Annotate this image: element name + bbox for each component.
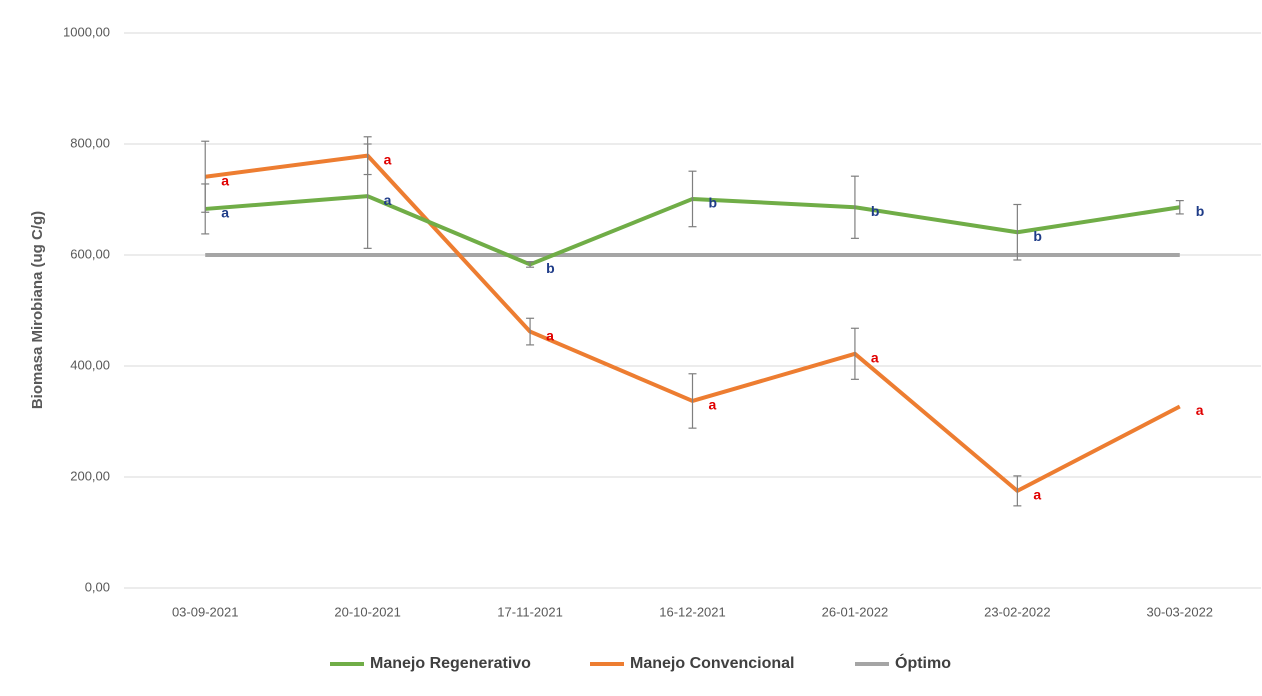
error-bar <box>526 317 535 346</box>
x-tick-label: 03-09-2021 <box>172 604 239 619</box>
error-bar <box>1175 200 1184 215</box>
error-bar <box>363 136 372 176</box>
y-tick-label: 400,00 <box>70 357 110 372</box>
significance-letter: a <box>1033 487 1041 503</box>
significance-letter: b <box>871 203 880 219</box>
error-bar <box>850 327 859 380</box>
y-tick-label: 200,00 <box>70 468 110 483</box>
error-bar <box>1013 475 1022 507</box>
x-tick-label: 20-10-2021 <box>334 604 401 619</box>
error-bar <box>201 140 210 213</box>
significance-letter: a <box>709 397 717 413</box>
significance-letter: b <box>709 195 718 211</box>
y-tick-label: 800,00 <box>70 135 110 150</box>
significance-letter: b <box>546 260 555 276</box>
significance-letter: a <box>221 172 229 188</box>
significance-letter: b <box>1196 203 1205 219</box>
x-tick-label: 17-11-2021 <box>497 604 563 619</box>
y-tick-label: 0,00 <box>85 579 110 594</box>
x-tick-label: 16-12-2021 <box>659 604 726 619</box>
legend-label: Manejo Regenerativo <box>370 655 531 672</box>
x-tick-label: 30-03-2022 <box>1147 604 1214 619</box>
significance-letter: a <box>221 205 229 221</box>
error-bar <box>526 261 535 268</box>
error-bar <box>688 170 697 228</box>
x-tick-label: 26-01-2022 <box>822 604 889 619</box>
significance-letter: a <box>1196 402 1204 418</box>
error-bar <box>850 175 859 239</box>
y-tick-label: 1000,00 <box>63 24 110 39</box>
legend-label: Óptimo <box>895 653 951 672</box>
significance-letter: a <box>871 349 879 365</box>
error-bar <box>1013 203 1022 261</box>
y-tick-label: 600,00 <box>70 246 110 261</box>
legend-label: Manejo Convencional <box>630 655 794 672</box>
y-axis-label: Biomasa Mirobiana (ug C/g) <box>29 211 46 409</box>
significance-letter: a <box>384 192 392 208</box>
significance-letter: a <box>384 151 392 167</box>
significance-letter: a <box>546 327 554 343</box>
significance-letter: b <box>1033 228 1042 244</box>
x-tick-label: 23-02-2022 <box>984 604 1051 619</box>
error-bar <box>688 373 697 429</box>
